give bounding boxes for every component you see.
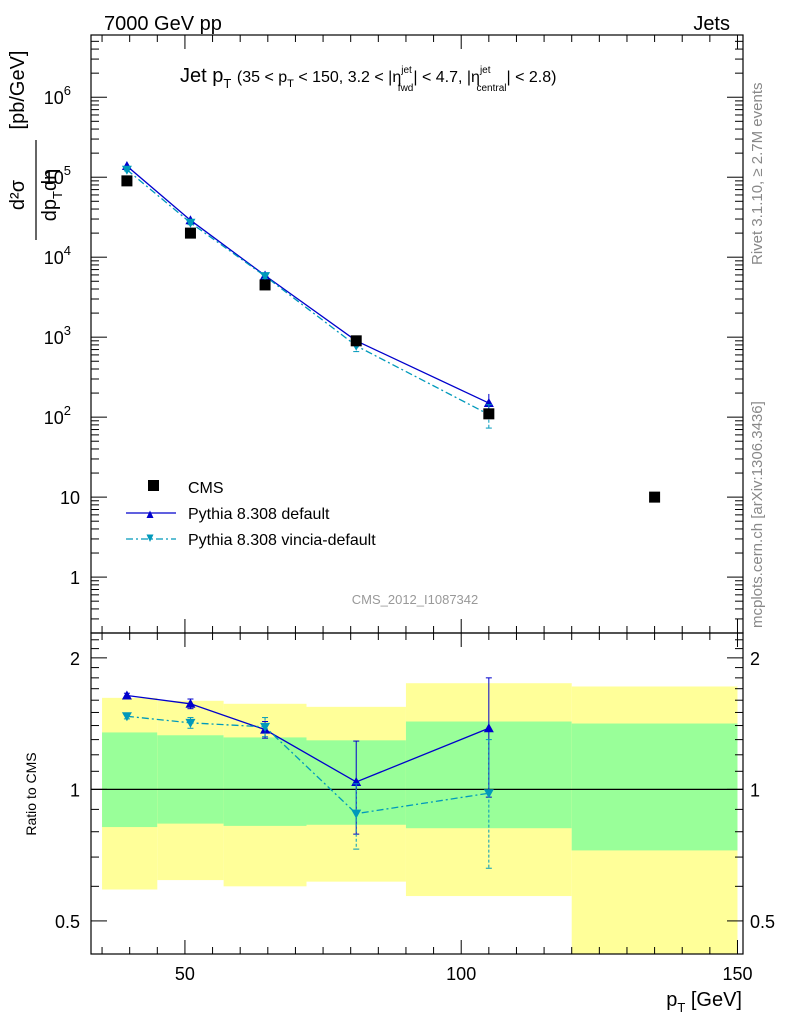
cms-uncertainty-band-inner	[223, 737, 307, 826]
cms-point	[649, 491, 661, 503]
main-y-tick-label: 1	[70, 568, 80, 588]
main-y-tick-label: 10	[60, 488, 80, 508]
ratio-y-tick-label-right: 2	[750, 649, 760, 669]
main-y-tick-label: 103	[44, 323, 71, 348]
ratio-y-axis-label: Ratio to CMS	[23, 752, 39, 835]
cms-uncertainty-band-inner	[102, 732, 158, 828]
ratio-pythia-default-point	[121, 690, 132, 700]
ratio-pythia-vincia-point	[185, 718, 196, 728]
ratio-y-tick-label-right: 1	[750, 780, 760, 800]
pythia-vincia-point	[121, 165, 132, 175]
rivet-label: Rivet 3.1.10, ≥ 2.7M events	[749, 83, 766, 266]
cms-point	[259, 279, 271, 291]
legend-item-cms: CMS	[148, 480, 224, 497]
energy-label: 7000 GeV pp	[104, 13, 222, 35]
ratio-pythia-vincia-point	[483, 789, 494, 799]
legend-item-pythia-vincia: Pythia 8.308 vincia-default	[126, 532, 376, 549]
main-y-tick-label: 104	[44, 243, 71, 268]
pythia-vincia-point	[260, 272, 271, 282]
ylabel-denominator: dpTdη	[39, 169, 65, 221]
x-tick-label: 100	[446, 964, 476, 984]
cms-uncertainty-band-inner	[157, 735, 224, 824]
ratio-pythia-vincia-point	[121, 712, 132, 722]
plot-title: Jet pT (35 < pT < 150, 3.2 < |ηjet fwd| <…	[180, 65, 556, 94]
pythia-default-line	[126, 165, 490, 404]
main-y-tick-label: 105	[44, 163, 71, 188]
ratio-panel: 0.5 0.5 1 1 2 2	[55, 632, 775, 955]
main-y-tick-label: 102	[44, 403, 71, 428]
main-panel: 1 10 102 103 104 105 106	[44, 34, 744, 634]
legend-pythia-default-label: Pythia 8.308 default	[188, 506, 330, 523]
legend-pythia-default-marker	[146, 510, 154, 518]
ratio-y-tick-label-right: 0.5	[750, 912, 775, 932]
ratio-pythia-vincia-point	[260, 722, 271, 732]
cms-uncertainty-band-inner	[571, 723, 738, 851]
ratio-pythia-default-point	[185, 698, 196, 708]
pythia-vincia-point	[185, 218, 196, 228]
legend-cms-label: CMS	[188, 480, 224, 497]
legend-item-pythia-default: Pythia 8.308 default	[126, 506, 330, 523]
mcplots-label: mcplots.cern.ch [arXiv:1306.3436]	[749, 401, 766, 628]
cms-point	[184, 227, 196, 239]
main-y-tick-label: 106	[44, 83, 71, 108]
legend-pythia-vincia-label: Pythia 8.308 vincia-default	[188, 532, 376, 549]
cms-point	[121, 175, 133, 187]
x-tick-label: 150	[722, 964, 752, 984]
category-label: Jets	[693, 13, 730, 35]
analysis-watermark: CMS_2012_I1087342	[352, 592, 479, 607]
ratio-y-tick-label-left: 0.5	[55, 912, 80, 932]
ratio-pythia-default-point	[483, 723, 494, 733]
legend-cms-marker	[148, 480, 159, 491]
main-y-axis-label: d²σ dpTdη [pb/GeV]	[7, 51, 65, 240]
ratio-frame	[90, 632, 744, 955]
pythia-vincia-line	[126, 169, 490, 416]
cms-point	[483, 408, 495, 420]
x-axis-label: pT [GeV]	[666, 989, 742, 1015]
ratio-pythia-vincia-point	[351, 809, 362, 819]
legend-pythia-vincia-marker	[146, 534, 154, 542]
ylabel-unit: [pb/GeV]	[7, 51, 29, 130]
x-tick-label: 50	[175, 964, 195, 984]
ratio-y-tick-label-left: 2	[70, 649, 80, 669]
cms-point	[350, 335, 362, 347]
legend: CMS Pythia 8.308 default Pythia 8.308 vi…	[126, 480, 376, 549]
ratio-y-tick-label-left: 1	[70, 780, 80, 800]
ylabel-numerator: d²σ	[7, 179, 29, 210]
